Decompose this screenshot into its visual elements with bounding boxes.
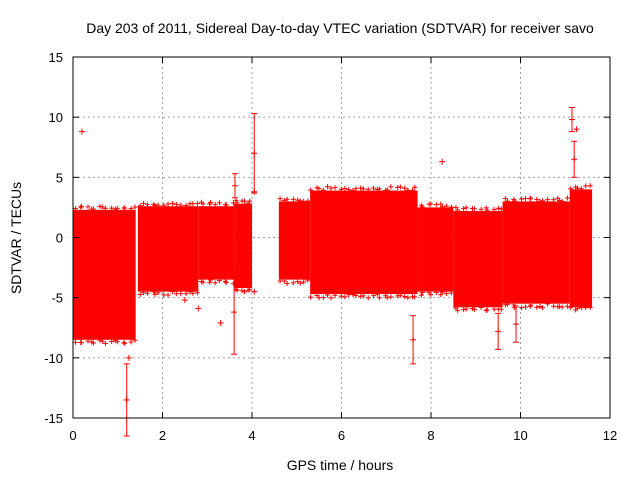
y-tick-label: -15 bbox=[44, 411, 63, 426]
y-tick-label: -10 bbox=[44, 351, 63, 366]
outlier-point bbox=[251, 188, 258, 195]
x-tick-label: 10 bbox=[513, 428, 527, 443]
data-band bbox=[73, 203, 138, 346]
y-tick-label: 10 bbox=[49, 110, 63, 125]
data-band-body bbox=[310, 190, 418, 295]
data-band bbox=[502, 195, 570, 311]
data-band bbox=[308, 184, 418, 301]
data-band-body bbox=[278, 201, 311, 280]
data-band-body bbox=[569, 189, 593, 308]
outlier-point bbox=[513, 305, 520, 343]
y-tick-label: 0 bbox=[56, 231, 63, 246]
series-SDTVAR bbox=[73, 107, 593, 437]
y-tick-label: -5 bbox=[51, 291, 63, 306]
data-band bbox=[233, 197, 253, 295]
data-band bbox=[568, 183, 593, 313]
x-tick-label: 12 bbox=[603, 428, 617, 443]
data-band bbox=[198, 199, 236, 287]
x-axis-title: GPS time / hours bbox=[287, 457, 394, 473]
data-band bbox=[277, 196, 311, 286]
outlier-point bbox=[125, 354, 132, 361]
x-tick-label: 6 bbox=[338, 428, 345, 443]
outlier-point bbox=[439, 158, 446, 165]
outlier-point bbox=[217, 319, 224, 326]
data-band-body bbox=[234, 203, 252, 289]
x-tick-label: 4 bbox=[248, 428, 255, 443]
data-layer bbox=[73, 107, 593, 437]
y-tick-label: 5 bbox=[56, 170, 63, 185]
outlier-point bbox=[231, 269, 238, 355]
x-tick-label: 2 bbox=[159, 428, 166, 443]
y-tick-label: 15 bbox=[49, 50, 63, 65]
data-band-body bbox=[73, 209, 136, 340]
chart-title: Day 203 of 2011, Sidereal Day-to-day VTE… bbox=[86, 20, 594, 36]
axis-ticks: 0 2 4 6 8 10 12 -15 -10 -5 0 5 10 15 bbox=[44, 50, 617, 443]
outlier-point bbox=[195, 305, 202, 312]
data-band-body bbox=[453, 211, 503, 308]
x-tick-label: 0 bbox=[69, 428, 76, 443]
data-band-body bbox=[417, 207, 454, 292]
outlier-point bbox=[571, 140, 578, 178]
x-tick-label: 8 bbox=[427, 428, 434, 443]
data-band-body bbox=[137, 206, 199, 292]
outlier-point bbox=[78, 128, 85, 135]
outlier-point bbox=[123, 363, 130, 437]
outlier-point bbox=[231, 173, 238, 199]
data-band bbox=[453, 204, 504, 313]
data-band-body bbox=[198, 206, 235, 280]
data-band bbox=[137, 200, 201, 298]
outlier-point bbox=[251, 288, 258, 295]
outlier-point bbox=[573, 126, 580, 133]
data-band-body bbox=[502, 201, 570, 304]
outlier-point bbox=[181, 297, 188, 304]
data-band bbox=[417, 201, 454, 298]
outlier-point bbox=[251, 113, 258, 194]
y-axis-title: SDTVAR / TECUs bbox=[8, 182, 24, 294]
outlier-point bbox=[495, 312, 502, 350]
outlier-point bbox=[410, 315, 417, 365]
outlier-point bbox=[568, 107, 575, 133]
